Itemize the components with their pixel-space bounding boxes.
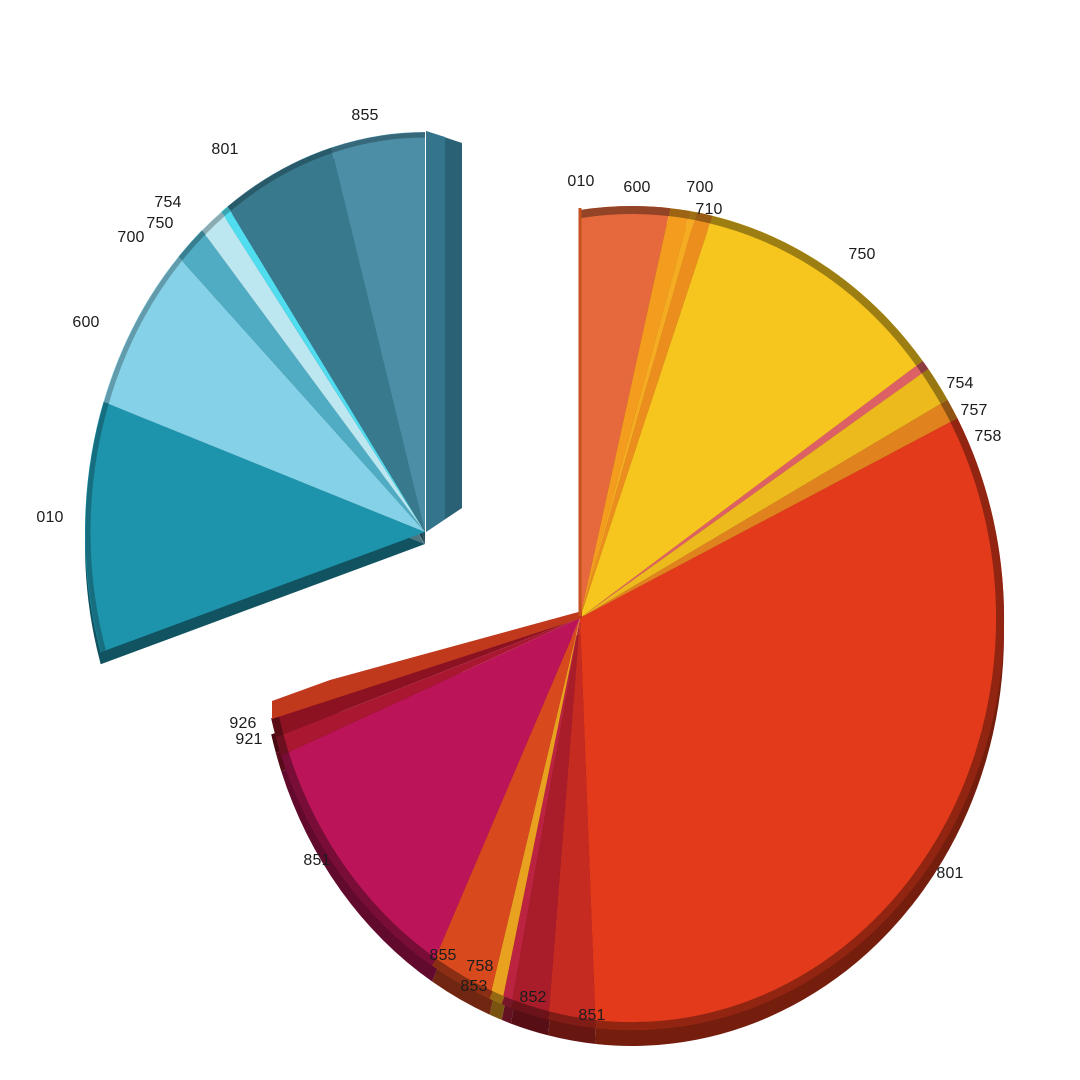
slice-label-010: 010 [36, 509, 64, 526]
pie-slice-600[interactable] [580, 208, 691, 618]
slice-label-853: 853 [460, 978, 488, 995]
pie-slice-758[interactable] [489, 618, 580, 1004]
pie-slice-750[interactable] [580, 215, 923, 619]
pie-slice-851[interactable] [281, 618, 580, 966]
slice-label-750: 750 [848, 246, 876, 263]
pie-slice-754[interactable] [221, 206, 425, 532]
pie-slice-852[interactable] [510, 618, 580, 1020]
slice-label-758: 758 [974, 428, 1002, 445]
pie-slice-754[interactable] [580, 361, 929, 618]
pie-rim-bevel [221, 206, 231, 216]
slice-label-750: 750 [146, 215, 174, 232]
slice-label-851: 851 [303, 852, 331, 869]
slice-label-700: 700 [686, 179, 714, 196]
pie-rim-bevel [202, 212, 225, 235]
slice-label-010: 010 [567, 173, 595, 190]
pie-rim-bevel [510, 1000, 551, 1020]
slice-label-754: 754 [154, 194, 182, 211]
pie-slice-700[interactable] [178, 230, 425, 532]
pie-rim-bevel [331, 132, 426, 153]
slice-label-710: 710 [695, 201, 723, 218]
pie-slice-855[interactable] [331, 132, 425, 532]
slice-label-855: 855 [351, 107, 379, 124]
pie-rim-bevel [688, 211, 697, 221]
pie-slice-851[interactable] [548, 618, 596, 1028]
slice-label-852: 852 [519, 989, 547, 1006]
warm-pie [271, 206, 1005, 1046]
pie-slice-010[interactable] [580, 206, 671, 618]
pie-rim-bevel [271, 716, 284, 737]
pie-rim-bevel [85, 401, 109, 653]
pie-slice-600[interactable] [103, 256, 426, 532]
pie-rim-bevel [227, 148, 333, 211]
pie-slice-758[interactable] [580, 399, 958, 618]
pie-rim-bevel [548, 1011, 597, 1029]
slice-label-851: 851 [578, 1007, 606, 1024]
slice-label-754: 754 [946, 375, 974, 392]
pie-slice-700[interactable] [580, 211, 697, 618]
cut-face-inner-face [426, 131, 445, 532]
slice-label-757: 757 [960, 402, 988, 419]
pie-rim-bevel [595, 418, 1005, 1031]
pie-rim-bevel [501, 996, 514, 1008]
slice-label-758: 758 [466, 958, 494, 975]
slice-label-801: 801 [211, 141, 239, 158]
slice-label-926: 926 [229, 715, 257, 732]
pie-rim-bevel [669, 208, 691, 219]
pie-rim-bevel [710, 215, 923, 366]
pie-rim-bevel [178, 230, 206, 261]
pie-rim-bevel [489, 991, 505, 1004]
pie-rim-bevel [275, 734, 289, 756]
pie-slice-926[interactable] [271, 618, 580, 738]
slice-label-600: 600 [623, 179, 651, 196]
slice-label-801: 801 [936, 865, 964, 882]
pie-rim-bevel [431, 958, 493, 999]
pie-slice-757[interactable] [580, 368, 948, 618]
pie-slice-921[interactable] [275, 618, 580, 756]
pie-slice-801[interactable] [580, 418, 1005, 1030]
pie-rim-bevel [916, 361, 929, 374]
teal-pie [84, 131, 462, 665]
pie-rim-bevel [921, 369, 948, 404]
end-cut-face-face [272, 611, 582, 719]
pie-rim-bevel [580, 206, 671, 218]
pie-rim-bevel [104, 257, 183, 404]
slice-label-700: 700 [117, 229, 145, 246]
slice-label-600: 600 [72, 314, 100, 331]
slice-label-855: 855 [429, 947, 457, 964]
slice-label-921: 921 [235, 731, 263, 748]
pie-rim-bevel [281, 752, 437, 966]
pie-slice-801[interactable] [227, 147, 425, 533]
pie-rim-bevel [695, 212, 713, 224]
pie-rim-bevel [940, 399, 958, 422]
pie-slice-855[interactable] [432, 618, 580, 999]
pie-slice-750[interactable] [201, 211, 425, 532]
pie-slice-853[interactable] [501, 618, 580, 1008]
pie-slice-010[interactable] [84, 401, 425, 653]
pie-slice-710[interactable] [580, 212, 713, 619]
